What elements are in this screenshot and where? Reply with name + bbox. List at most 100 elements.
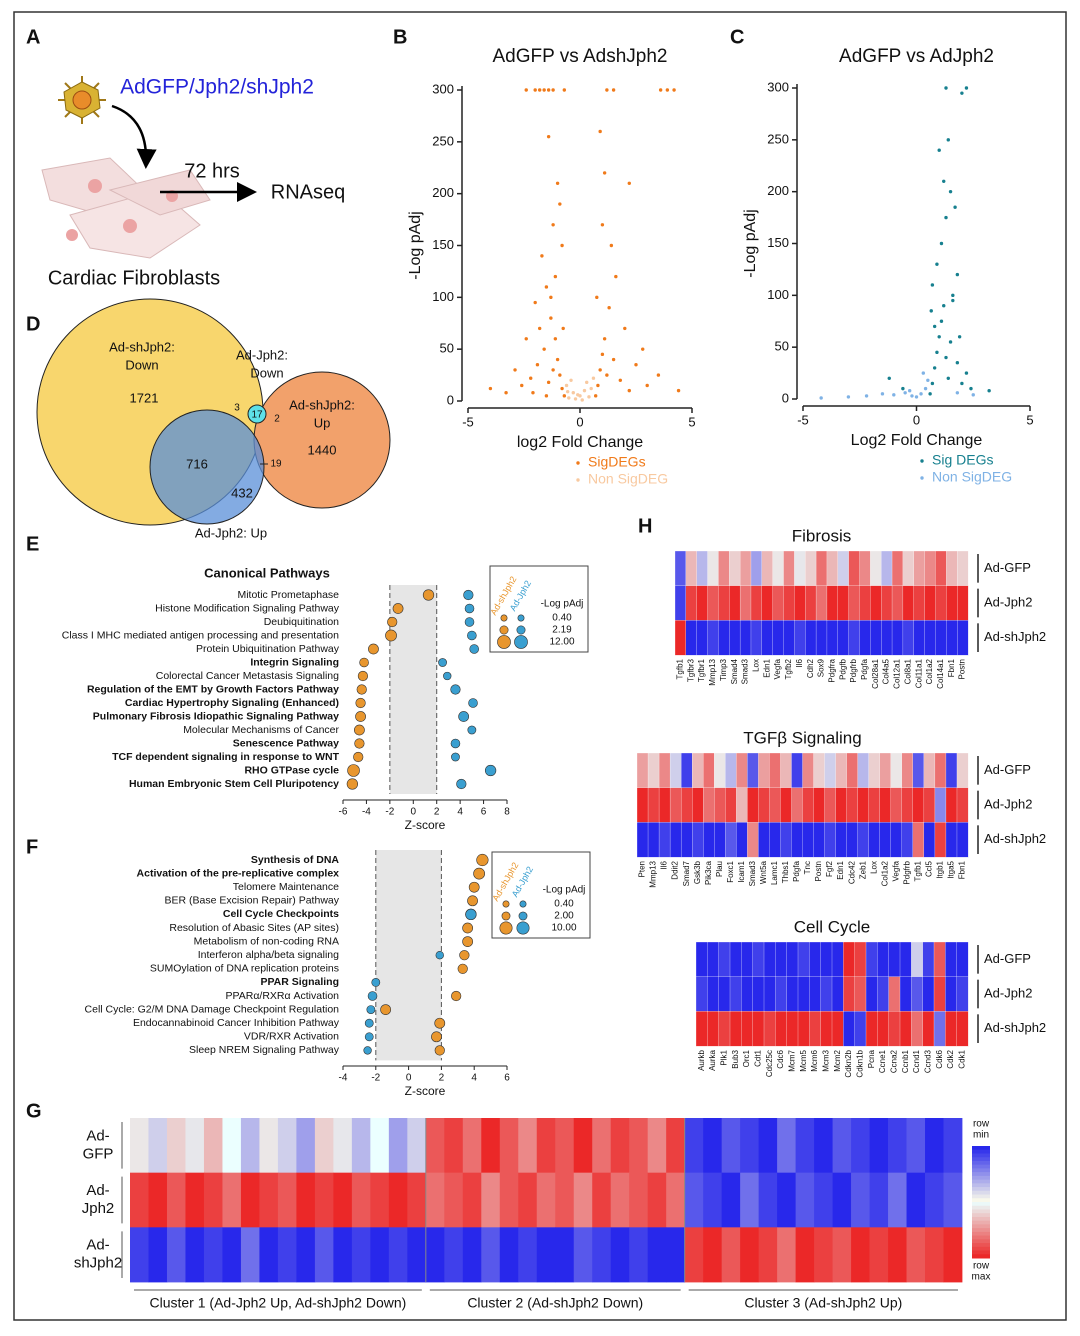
heatmap-cell	[277, 1118, 297, 1174]
heatmap-cell	[868, 752, 881, 789]
heatmap-cell	[763, 976, 776, 1012]
data-point	[560, 386, 564, 391]
heatmap-cell	[925, 1227, 944, 1283]
heatmap-cell	[869, 1227, 889, 1283]
x-tick-label: 8	[504, 807, 510, 818]
heatmap-cell	[629, 1227, 649, 1283]
heatmap-cell	[592, 1227, 612, 1283]
dot	[465, 908, 477, 921]
heatmap-cell	[333, 1172, 353, 1228]
heatmap-cell	[240, 1172, 260, 1228]
heatmap-cell	[740, 1172, 760, 1228]
heatmap-cell	[911, 941, 924, 978]
venn-count: 716	[186, 456, 208, 471]
colorbar-segment	[972, 1209, 990, 1214]
dot	[422, 589, 435, 601]
data-point	[533, 88, 537, 92]
category-label: Colorectal Cancer Metastasis Signaling	[156, 670, 339, 682]
heatmap-cell	[739, 585, 752, 621]
gene-label: Zeb1	[858, 860, 867, 879]
heatmap-cell	[259, 1172, 279, 1228]
colorbar-segment	[972, 1202, 990, 1207]
heatmap-cell	[739, 550, 752, 587]
heatmap-cell	[797, 976, 810, 1012]
heatmap-cell	[902, 620, 915, 656]
heatmap-cell	[826, 585, 839, 621]
heatmap-cell	[783, 620, 795, 656]
heatmap-cell	[669, 752, 682, 789]
heatmap-cell	[865, 976, 878, 1012]
dot	[484, 764, 497, 777]
heatmap-cell	[610, 1172, 630, 1228]
heatmap-cell	[536, 1227, 556, 1283]
gene-label: Pcna	[867, 1049, 876, 1068]
heatmap-cell	[912, 787, 925, 823]
legend-label: Non SigDEG	[932, 469, 1012, 485]
gene-label: Cdk2	[946, 1049, 955, 1068]
venn-label: Down	[125, 357, 158, 372]
gene-label: Col1a2	[925, 658, 934, 684]
gene-label: Col4a5	[882, 658, 891, 684]
gene-label: Tnc	[803, 861, 812, 874]
size-legend-label: 0.40	[552, 613, 572, 624]
data-point	[553, 274, 558, 279]
gene-label: Aurkb	[697, 1049, 706, 1070]
data-point	[887, 376, 891, 380]
heatmap-cell	[692, 822, 704, 858]
gene-label: Aurka	[708, 1049, 717, 1070]
data-point	[544, 285, 549, 289]
venn-count: 17	[251, 410, 263, 421]
data-point	[935, 350, 939, 355]
category-label: Metabolism of non-coding RNA	[194, 935, 339, 947]
heatmap-cell	[763, 1011, 776, 1047]
dot	[354, 724, 365, 736]
heatmap-cell	[956, 585, 969, 621]
gene-label: Cdc42	[847, 860, 856, 884]
heatmap-cell	[222, 1227, 242, 1283]
vector-label: AdGFP/Jph2/shJph2	[120, 76, 314, 99]
colorbar-segment	[972, 1235, 990, 1240]
heatmap-cell	[945, 752, 958, 789]
category-label: Human Embryonic Stem Cell Pluripotency	[129, 778, 339, 790]
data-point	[846, 395, 851, 399]
gene-label: Col1a2	[880, 860, 889, 886]
heatmap-cell	[259, 1227, 279, 1283]
data-point	[930, 283, 935, 287]
heatmap-cell	[695, 976, 708, 1012]
heatmap-cell	[859, 550, 871, 587]
heatmap-cell	[802, 822, 814, 858]
heatmap-cell	[714, 822, 726, 858]
heatmap-cell	[911, 976, 924, 1012]
data-point	[946, 376, 950, 380]
figure-border	[13, 11, 1067, 1321]
heatmap-cell	[780, 787, 792, 823]
heatmap-cell	[714, 787, 726, 823]
heatmap-cell	[777, 1118, 796, 1174]
heatmap-cell	[777, 1227, 796, 1283]
dot	[359, 657, 369, 668]
category-label: Telomere Maintenance	[233, 881, 339, 893]
heatmap-cell	[956, 550, 969, 587]
data-point	[948, 340, 953, 344]
heatmap-cell	[692, 752, 704, 789]
gene-label: Fbn1	[947, 658, 956, 677]
gene-label: Vegfa	[773, 658, 782, 679]
heatmap-cell	[333, 1118, 353, 1174]
x-tick-label: 0	[406, 1073, 412, 1084]
heatmap-cell	[794, 585, 806, 621]
heatmap-cell	[913, 550, 926, 587]
dot	[458, 711, 470, 722]
data-point	[567, 396, 571, 400]
x-tick-label: 4	[457, 807, 463, 818]
heatmap-cell	[296, 1118, 316, 1174]
size-legend-marker	[500, 614, 508, 622]
heatmap-cell	[259, 1118, 279, 1174]
row-label: Ad-shJph2	[984, 831, 1046, 846]
heatmap-cell	[750, 620, 763, 656]
colorbar-segment	[972, 1243, 990, 1248]
data-point	[957, 335, 962, 339]
dot	[464, 603, 475, 614]
size-legend-label: 2.00	[554, 911, 574, 922]
size-legend-marker	[516, 921, 530, 935]
heatmap-cell	[824, 822, 837, 858]
